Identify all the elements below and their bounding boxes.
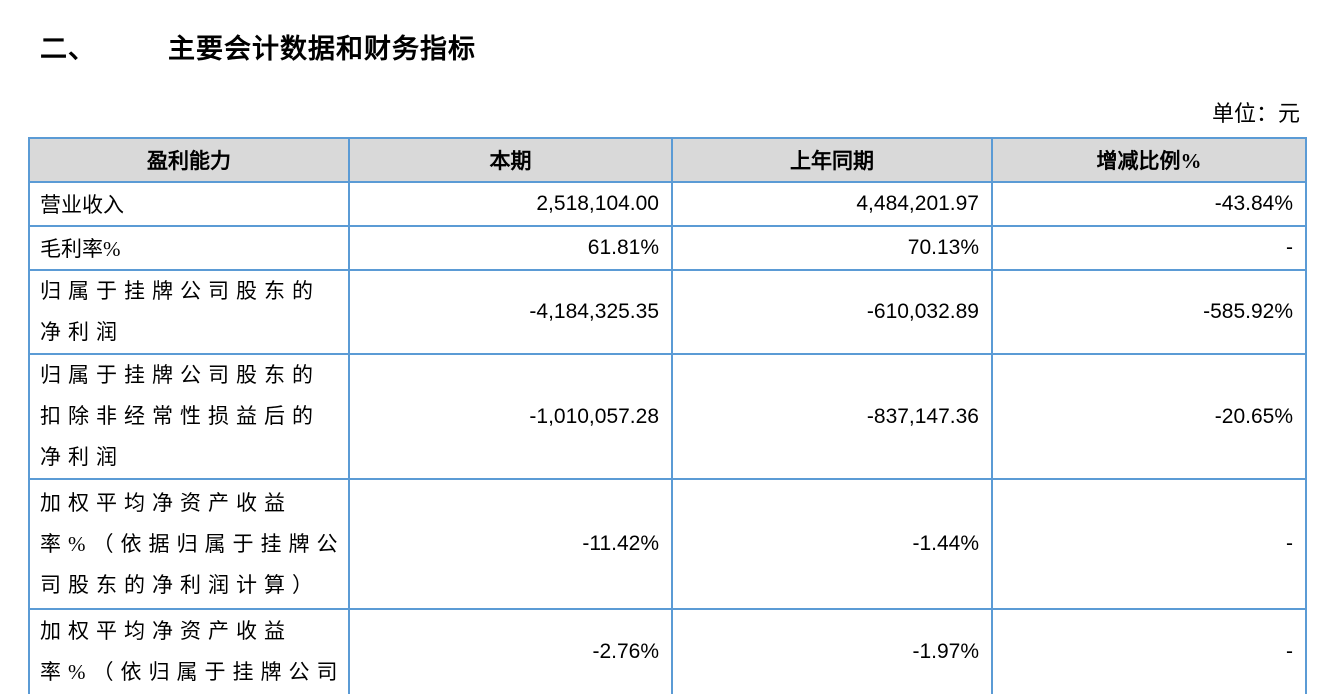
row-label-cell: 加权平均净资产收益 率%（依归属于挂牌公司 <box>28 608 350 694</box>
current-period-cell: -2.76% <box>348 608 673 694</box>
current-period-cell: -4,184,325.35 <box>348 269 673 355</box>
table-row-gross-margin: 毛利率% 61.81% 70.13% - <box>28 225 1307 271</box>
change-ratio-cell: - <box>991 225 1307 271</box>
column-header-prior-period: 上年同期 <box>671 137 993 183</box>
current-period-cell: 2,518,104.00 <box>348 181 673 227</box>
current-period-cell: -11.42% <box>348 478 673 610</box>
section-title: 二、 主要会计数据和财务指标 <box>40 27 1336 66</box>
prior-period-cell: -1.97% <box>671 608 993 694</box>
table-row-weighted-avg-roe-net-profit: 加权平均净资产收益 率%（依据归属于挂牌公 司股东的净利润计算） -11.42%… <box>28 478 1307 610</box>
current-period-cell: -1,010,057.28 <box>348 353 673 480</box>
column-header-current-period: 本期 <box>348 137 673 183</box>
prior-period-cell: -1.44% <box>671 478 993 610</box>
prior-period-cell: -837,147.36 <box>671 353 993 480</box>
change-ratio-cell: -20.65% <box>991 353 1307 480</box>
row-label-cell: 归属于挂牌公司股东的 扣除非经常性损益后的 净利润 <box>28 353 350 480</box>
prior-period-cell: 4,484,201.97 <box>671 181 993 227</box>
row-label-cell: 加权平均净资产收益 率%（依据归属于挂牌公 司股东的净利润计算） <box>28 478 350 610</box>
row-label-cell: 营业收入 <box>28 181 350 227</box>
table-row-weighted-avg-roe-truncated: 加权平均净资产收益 率%（依归属于挂牌公司 -2.76% -1.97% - <box>28 608 1307 694</box>
change-ratio-cell: -43.84% <box>991 181 1307 227</box>
unit-label: 单位：元 <box>1211 101 1300 126</box>
row-label-cell: 归属于挂牌公司股东的 净利润 <box>28 269 350 355</box>
section-number: 二、 <box>40 34 96 64</box>
section-title-text: 主要会计数据和财务指标 <box>168 34 476 64</box>
column-header-change-ratio: 增减比例% <box>991 137 1307 183</box>
table-row-net-profit-excl-nonrecurring: 归属于挂牌公司股东的 扣除非经常性损益后的 净利润 -1,010,057.28 … <box>28 353 1307 480</box>
table-header-row: 盈利能力 本期 上年同期 增减比例% <box>28 137 1307 183</box>
row-label-cell: 毛利率% <box>28 225 350 271</box>
financial-indicators-table: 盈利能力 本期 上年同期 增减比例% 营业收入 2,518,104.00 4,4… <box>28 137 1307 694</box>
table-row-net-profit-attributable: 归属于挂牌公司股东的 净利润 -4,184,325.35 -610,032.89… <box>28 269 1307 355</box>
prior-period-cell: -610,032.89 <box>671 269 993 355</box>
column-header-profitability: 盈利能力 <box>28 137 350 183</box>
change-ratio-cell: -585.92% <box>991 269 1307 355</box>
table-row-operating-revenue: 营业收入 2,518,104.00 4,484,201.97 -43.84% <box>28 181 1307 227</box>
change-ratio-cell: - <box>991 608 1307 694</box>
prior-period-cell: 70.13% <box>671 225 993 271</box>
change-ratio-cell: - <box>991 478 1307 610</box>
current-period-cell: 61.81% <box>348 225 673 271</box>
